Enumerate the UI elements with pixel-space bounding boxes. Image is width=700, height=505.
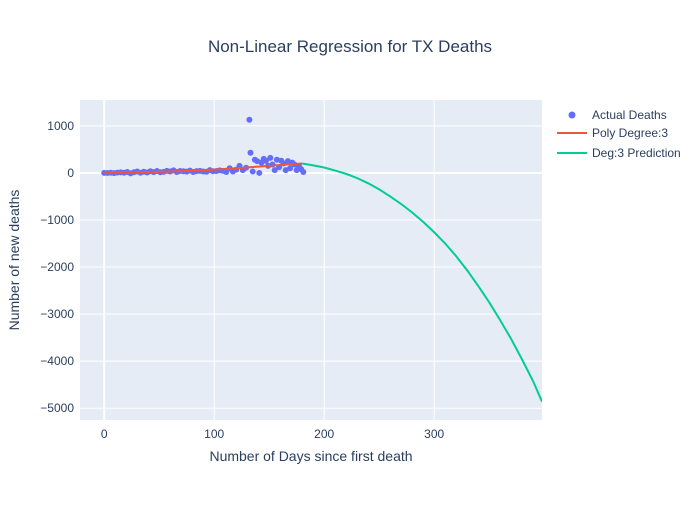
actual-deaths-point bbox=[267, 154, 274, 161]
actual-deaths-point bbox=[247, 149, 254, 156]
grid-layer bbox=[80, 100, 542, 420]
actual-deaths-point bbox=[246, 116, 253, 123]
y-tick-label: −4000 bbox=[40, 354, 74, 368]
y-tick-label: −3000 bbox=[40, 307, 74, 321]
legend-marker-actual-deaths bbox=[568, 111, 576, 119]
x-tick-label: 0 bbox=[101, 427, 108, 441]
y-axis-title: Number of new deaths bbox=[6, 190, 22, 331]
plot-area bbox=[101, 116, 542, 403]
actual-deaths-point bbox=[300, 169, 307, 175]
legend-label-poly-degree: Poly Degree:3 bbox=[592, 126, 668, 140]
y-tick-label: −1000 bbox=[40, 213, 74, 227]
actual-deaths-point bbox=[262, 157, 269, 164]
legend: Actual Deaths Poly Degree:3 Deg:3 Predic… bbox=[557, 108, 681, 160]
legend-label-prediction: Deg:3 Prediction bbox=[592, 146, 681, 160]
y-tick-label: 0 bbox=[67, 166, 74, 180]
legend-item-prediction[interactable]: Deg:3 Prediction bbox=[557, 146, 681, 160]
poly-degree-line bbox=[104, 162, 303, 174]
legend-label-actual-deaths: Actual Deaths bbox=[592, 108, 667, 122]
x-tick-label: 300 bbox=[424, 427, 444, 441]
prediction-line bbox=[302, 162, 542, 403]
tick-layer: 0 100 200 300 1000 0 −1000 −2000 −3000 −4000 −5000 bbox=[40, 119, 444, 441]
legend-item-poly-degree[interactable]: Poly Degree:3 bbox=[557, 126, 668, 140]
plot-background bbox=[80, 100, 542, 420]
y-tick-label: −2000 bbox=[40, 260, 74, 274]
y-tick-label: 1000 bbox=[47, 119, 74, 133]
actual-deaths-point bbox=[249, 168, 256, 175]
actual-deaths-point bbox=[287, 165, 294, 172]
x-tick-label: 200 bbox=[314, 427, 334, 441]
actual-deaths-point bbox=[271, 167, 278, 174]
legend-item-actual-deaths[interactable]: Actual Deaths bbox=[568, 108, 667, 122]
y-tick-label: −5000 bbox=[40, 401, 74, 415]
x-tick-label: 100 bbox=[204, 427, 224, 441]
chart-title: Non-Linear Regression for TX Deaths bbox=[208, 37, 492, 56]
actual-deaths-point bbox=[256, 169, 263, 176]
x-axis-title: Number of Days since first death bbox=[209, 448, 412, 464]
series-layer bbox=[101, 116, 542, 403]
